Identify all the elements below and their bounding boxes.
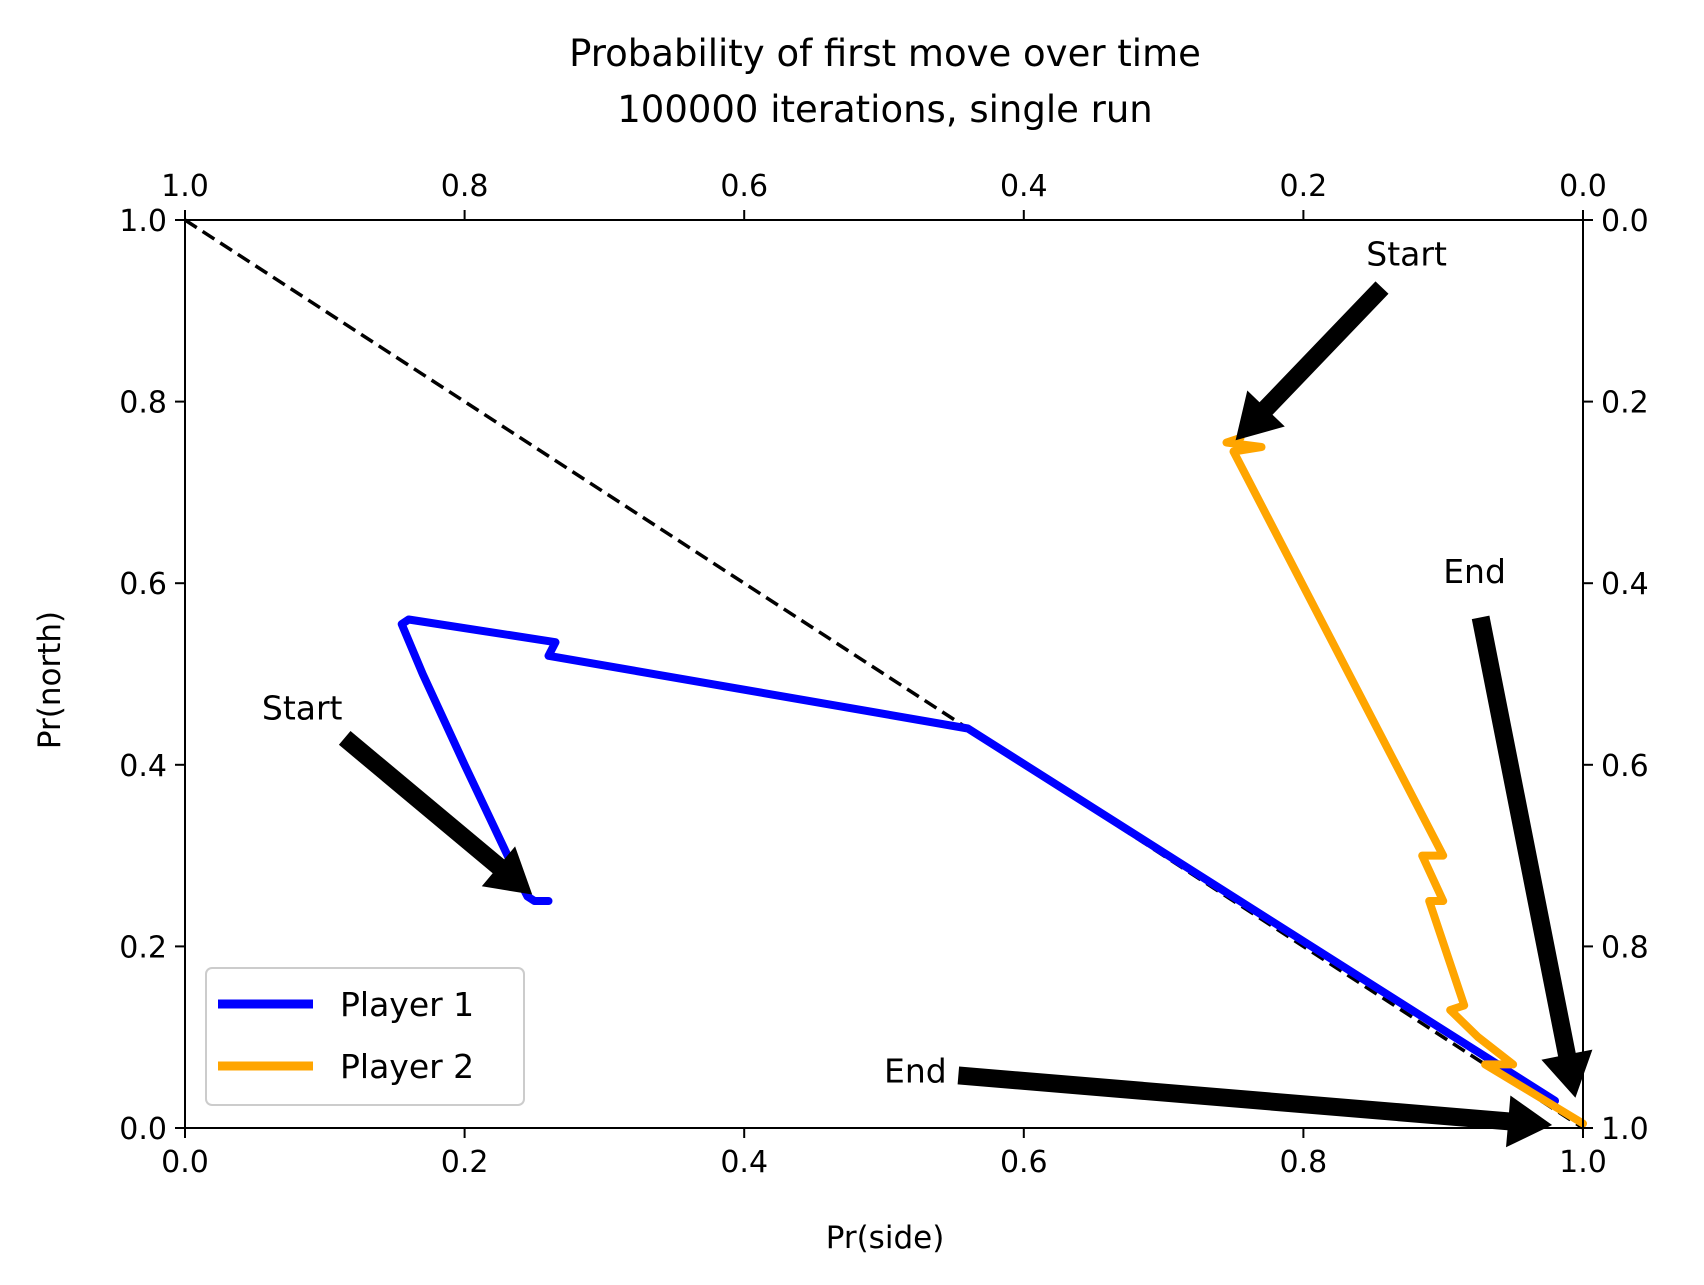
y-tick-label: 0.6 xyxy=(119,567,167,602)
y-tick-label: 1.0 xyxy=(119,204,167,239)
annotation-start-1: Start xyxy=(1366,234,1447,273)
top-tick-label: 0.4 xyxy=(1000,169,1048,204)
annotation-arrow-start-0 xyxy=(338,731,533,895)
right-tick-label: 0.2 xyxy=(1601,386,1649,421)
right-tick-label: 0.4 xyxy=(1601,567,1649,602)
annotation-arrow-end-2 xyxy=(957,1066,1553,1148)
top-tick-label: 0.6 xyxy=(720,169,768,204)
chart-subtitle: 100000 iterations, single run xyxy=(617,88,1153,131)
right-tick-label: 0.0 xyxy=(1601,204,1649,239)
reference-line-layer xyxy=(184,218,1584,1130)
y-axis-label: Pr(north) xyxy=(32,611,68,749)
reference-diagonal xyxy=(184,218,1584,1130)
legend-label-player-2: Player 2 xyxy=(340,1047,474,1086)
legend-label-player-1: Player 1 xyxy=(340,985,474,1024)
y-tick-label: 0.0 xyxy=(119,1112,167,1147)
x-tick-label: 0.8 xyxy=(1280,1145,1328,1180)
plot-frame xyxy=(184,219,1584,1129)
top-tick-label: 0.2 xyxy=(1280,169,1328,204)
series-layer xyxy=(397,433,1587,1128)
x-tick-label: 0.6 xyxy=(1000,1145,1048,1180)
right-tick-label: 0.8 xyxy=(1601,930,1649,965)
x-tick-label: 0.4 xyxy=(720,1145,768,1180)
chart-title: Probability of first move over time xyxy=(569,32,1201,75)
series-line-player-2 xyxy=(1222,433,1587,1128)
top-tick-label: 0.0 xyxy=(1559,169,1607,204)
right-tick-label: 0.6 xyxy=(1601,749,1649,784)
top-tick-label: 0.8 xyxy=(441,169,489,204)
x-tick-label: 0.2 xyxy=(441,1145,489,1180)
annotation-end-2: End xyxy=(884,1052,947,1091)
legend: Player 1 Player 2 xyxy=(205,967,525,1106)
axis-layer: 0.0 0.2 0.4 0.6 0.8 1.01.0 0.8 0.6 0.4 0.2 0.00.00… xyxy=(119,169,1648,1180)
right-tick-label: 1.0 xyxy=(1601,1112,1649,1147)
x-tick-label: 1.0 xyxy=(1559,1145,1607,1180)
y-tick-label: 0.2 xyxy=(119,930,167,965)
annotation-end-3: End xyxy=(1443,552,1506,591)
x-tick-label: 0.0 xyxy=(161,1145,209,1180)
annotation-start-0: Start xyxy=(262,688,343,727)
top-tick-label: 1.0 xyxy=(161,169,209,204)
y-tick-label: 0.8 xyxy=(119,386,167,421)
annotation-arrow-end-3 xyxy=(1471,615,1593,1098)
y-tick-label: 0.4 xyxy=(119,749,167,784)
series-line-player-1 xyxy=(397,615,1559,1105)
annotation-layer: Start Start End End xyxy=(262,234,1593,1148)
x-axis-label: Pr(side) xyxy=(826,1220,945,1256)
annotation-arrow-start-1 xyxy=(1235,281,1389,441)
